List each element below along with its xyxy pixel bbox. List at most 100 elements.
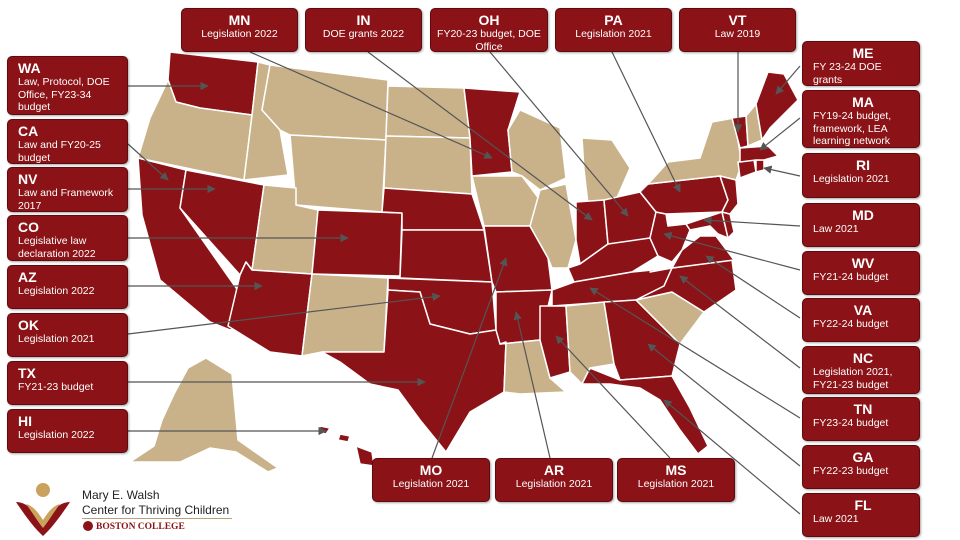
label-co-desc: Legislative law declaration 2022: [18, 235, 96, 260]
label-va-desc: FY22-24 budget: [813, 318, 889, 330]
arrow-va: [705, 255, 801, 319]
state-VA: [649, 235, 735, 273]
label-oh: OH FY20-23 budget, DOE Office: [430, 8, 548, 52]
label-co-abbr: CO: [18, 219, 39, 235]
label-ok-abbr: OK: [18, 317, 39, 333]
state-MI: [581, 137, 631, 205]
label-in-abbr: IN: [356, 12, 371, 28]
label-ga-abbr: GA: [852, 449, 874, 465]
arrow-ri: [763, 165, 801, 177]
label-ms-desc: Legislation 2021: [637, 478, 715, 490]
state-TX: [321, 289, 507, 453]
state-KS: [399, 229, 493, 283]
label-ca: CA Law and FY20-25 budget: [7, 119, 128, 164]
label-vt-abbr: VT: [728, 12, 747, 28]
label-vt-desc: Law 2019: [714, 28, 761, 40]
label-tx: TX FY21-23 budget: [7, 361, 128, 405]
label-ms: MS Legislation 2021: [617, 458, 735, 502]
label-nv-desc: Law and Framework 2017: [18, 187, 114, 212]
label-mo-abbr: MO: [419, 462, 443, 478]
label-in: IN DOE grants 2022: [305, 8, 422, 52]
state-HI-oahu: [317, 425, 331, 435]
state-MD: [685, 211, 729, 239]
arrow-ga: [647, 343, 801, 467]
label-mo-desc: Legislation 2021: [392, 478, 470, 490]
label-fl: FL Law 2021: [802, 493, 920, 537]
label-wv-desc: FY21-24 budget: [813, 271, 889, 283]
logo-line-3: BOSTON COLLEGE: [96, 522, 185, 532]
label-va: VA FY22-24 budget: [802, 298, 920, 342]
logo-divider: [82, 518, 232, 519]
label-ar-desc: Legislation 2021: [515, 478, 593, 490]
label-fl-desc: Law 2021: [813, 513, 859, 525]
label-ga: GA FY22-23 budget: [802, 445, 920, 489]
label-co: CO Legislative law declaration 2022: [7, 215, 128, 261]
state-CO: [311, 209, 403, 277]
label-in-desc: DOE grants 2022: [322, 28, 405, 40]
label-ma-abbr: MA: [852, 94, 874, 110]
arrow-nc: [679, 275, 801, 369]
label-ca-abbr: CA: [18, 123, 39, 139]
state-MT: [261, 64, 389, 141]
label-va-abbr: VA: [853, 302, 873, 318]
logo-figure-icon: [16, 483, 70, 536]
label-me-abbr: ME: [852, 45, 874, 61]
label-ms-abbr: MS: [665, 462, 687, 478]
arrow-mo: [431, 257, 508, 459]
label-ar-abbr: AR: [543, 462, 565, 478]
label-nc-abbr: NC: [852, 350, 874, 366]
label-nv: NV Law and Framework 2017: [7, 167, 128, 212]
label-ok-desc: Legislation 2021: [18, 333, 95, 345]
label-tn-abbr: TN: [853, 401, 873, 417]
state-MS: [539, 305, 571, 379]
label-ok: OK Legislation 2021: [7, 313, 128, 357]
state-AZ: [227, 261, 313, 357]
arrow-pa: [611, 51, 681, 193]
label-oh-abbr: OH: [478, 12, 500, 28]
arrow-oh: [489, 51, 629, 217]
state-NM: [301, 273, 389, 357]
label-tn-desc: FY23-24 budget: [813, 417, 889, 429]
arrow-mn: [249, 51, 493, 159]
label-ga-desc: FY22-23 budget: [813, 465, 889, 477]
label-az: AZ Legislation 2022: [7, 265, 128, 309]
label-wa-abbr: WA: [18, 60, 41, 76]
label-ri: RI Legislation 2021: [802, 153, 920, 198]
label-md-abbr: MD: [852, 207, 874, 223]
label-fl-abbr: FL: [854, 497, 872, 513]
state-MA: [739, 145, 779, 163]
label-pa-desc: Legislation 2021: [575, 28, 652, 40]
label-mn-abbr: MN: [228, 12, 251, 28]
arrow-ma: [759, 117, 801, 151]
arrow-md: [703, 216, 801, 227]
label-ri-abbr: RI: [856, 157, 870, 173]
state-AK: [129, 357, 279, 473]
arrow-ok: [127, 292, 441, 335]
state-NY: [647, 117, 743, 185]
state-FL: [581, 367, 709, 455]
label-me-desc: FY 23-24 DOE grants: [813, 61, 882, 86]
arrow-me: [775, 65, 801, 95]
label-nc-desc: Legislation 2021, FY21-23 budget: [813, 366, 893, 391]
label-mn-desc: Legislation 2022: [201, 28, 278, 40]
state-IL: [529, 183, 577, 269]
arrow-ca: [127, 143, 169, 181]
label-az-desc: Legislation 2022: [18, 285, 95, 297]
label-hi: HI Legislation 2022: [7, 409, 128, 453]
label-md: MD Law 2021: [802, 203, 920, 247]
arrow-fl: [663, 399, 801, 515]
label-ri-desc: Legislation 2021: [813, 173, 890, 185]
label-wa: WA Law, Protocol, DOE Office, FY23-34 bud…: [7, 56, 128, 115]
label-ma: MA FY19-24 budget, framework, LEA learnin…: [802, 90, 920, 148]
label-nc: NC Legislation 2021, FY21-23 budget: [802, 346, 920, 394]
label-tx-abbr: TX: [18, 365, 36, 381]
state-SD: [383, 135, 473, 195]
arrow-tn: [589, 287, 801, 419]
label-pa-abbr: PA: [604, 12, 623, 28]
label-ma-desc: FY19-24 budget, framework, LEA learning …: [813, 110, 892, 147]
label-ca-desc: Law and FY20-25 budget: [18, 139, 101, 164]
label-wv-abbr: WV: [851, 255, 875, 271]
label-nv-abbr: NV: [18, 171, 38, 187]
state-ME: [755, 71, 799, 141]
